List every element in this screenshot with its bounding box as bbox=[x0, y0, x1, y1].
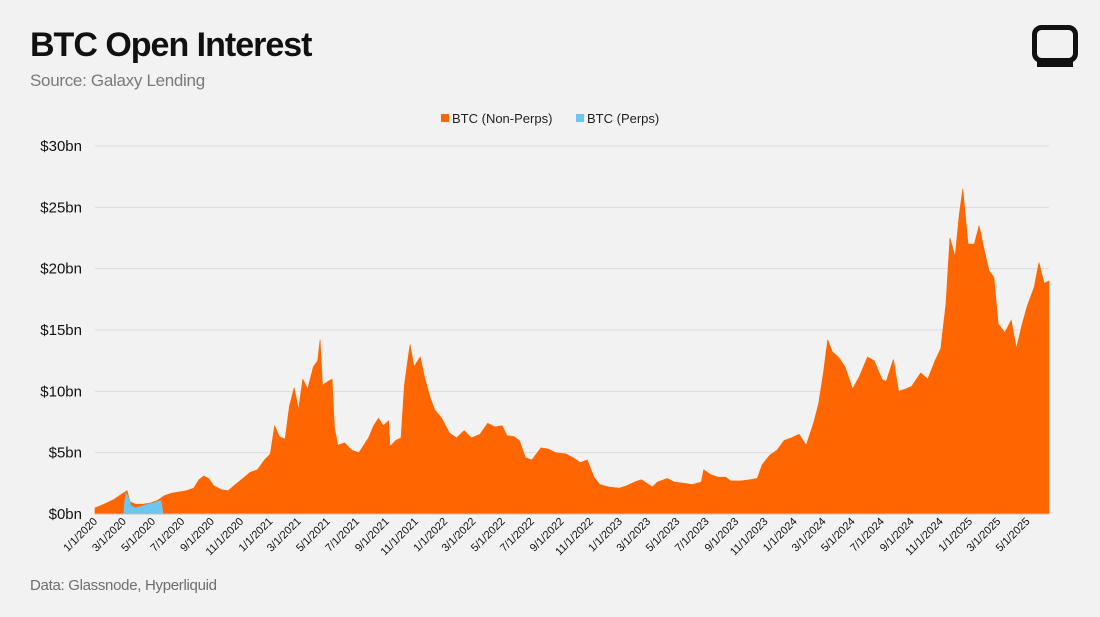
gridlines bbox=[95, 145, 1049, 454]
y-tick-label: $15bn bbox=[40, 322, 82, 339]
chart-subtitle: Source: Galaxy Lending bbox=[30, 71, 205, 90]
legend-label-perps: BTC (Perps) bbox=[587, 111, 659, 126]
chart-legend: BTC (Non-Perps) BTC (Perps) bbox=[441, 111, 659, 126]
series-area-perps bbox=[123, 492, 164, 515]
legend-swatch-non-perps bbox=[441, 114, 449, 122]
y-tick-label: $10bn bbox=[40, 383, 82, 400]
y-tick-label: $30bn bbox=[40, 138, 82, 155]
x-axis: 1/1/20203/1/20205/1/20207/1/20209/1/2020… bbox=[61, 513, 1049, 558]
y-axis: $0bn $5bn $10bn $15bn $20bn $25bn $30bn bbox=[40, 138, 82, 523]
galaxy-logo-icon bbox=[1032, 25, 1078, 67]
y-tick-label: $20bn bbox=[40, 261, 82, 278]
legend-swatch-perps bbox=[576, 114, 584, 122]
series-areas bbox=[94, 188, 1050, 515]
y-tick-label: $5bn bbox=[49, 445, 82, 462]
y-tick-label: $0bn bbox=[49, 506, 82, 523]
legend-label-non-perps: BTC (Non-Perps) bbox=[452, 111, 552, 126]
y-tick-label: $25bn bbox=[40, 199, 82, 216]
chart-title: BTC Open Interest bbox=[30, 26, 312, 64]
series-area-non-perps bbox=[94, 188, 1050, 515]
data-source-note: Data: Glassnode, Hyperliquid bbox=[30, 577, 217, 594]
